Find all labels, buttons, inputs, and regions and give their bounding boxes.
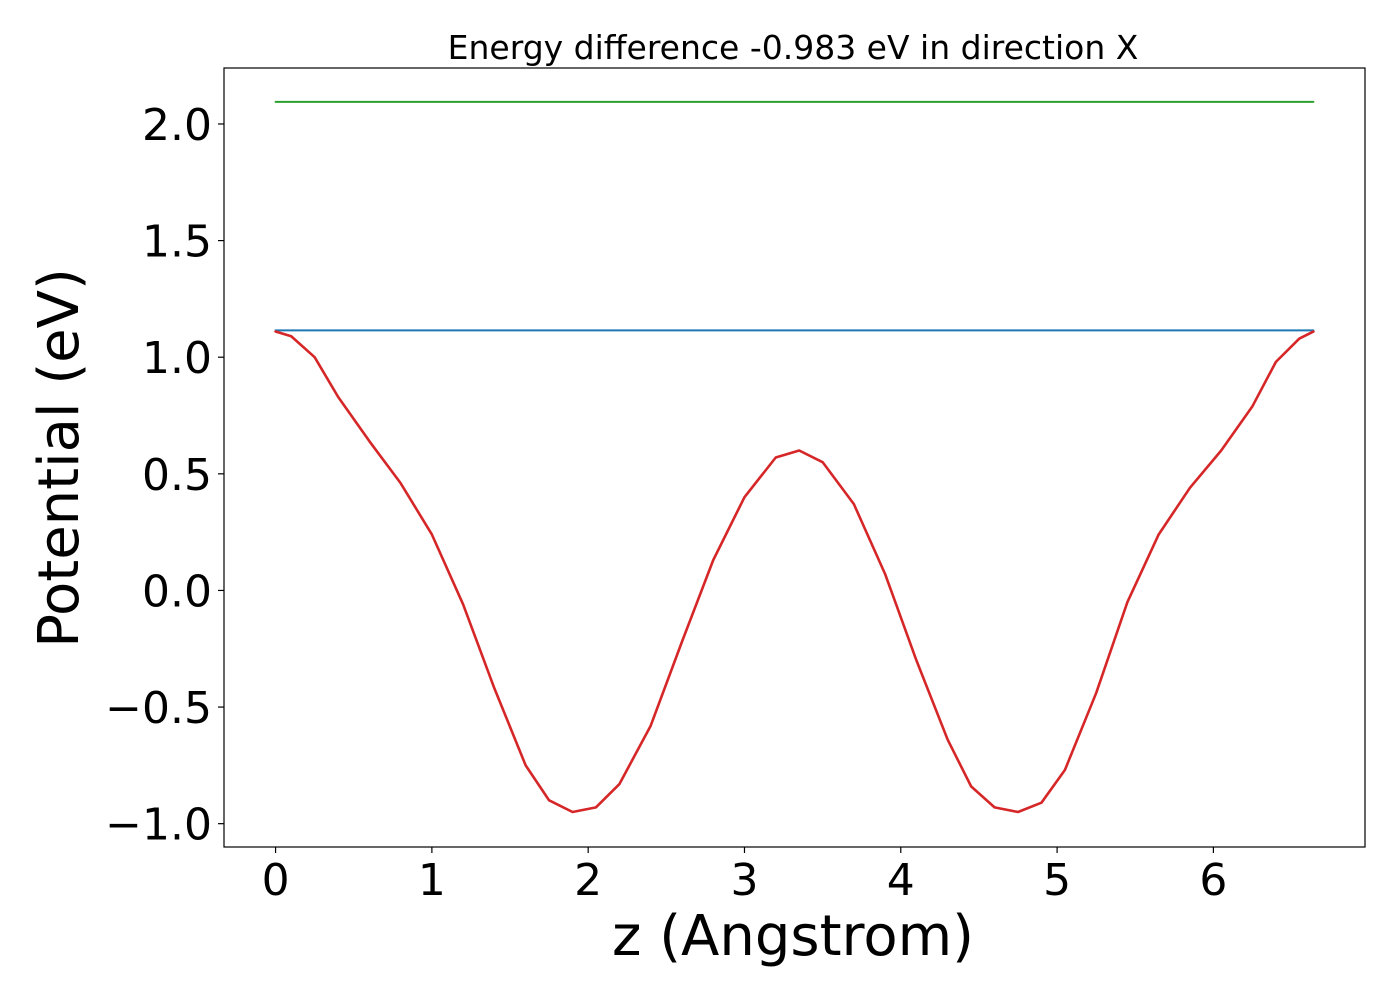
series-layer: [274, 100, 1315, 814]
y-tick-label: 0.5: [142, 450, 212, 501]
series-line-2: [274, 330, 1315, 814]
chart-title: Energy difference -0.983 eV in direction…: [448, 28, 1139, 67]
x-tick-label: 3: [730, 855, 758, 906]
plot-area-background: [224, 68, 1365, 847]
x-tick-label: 4: [887, 855, 915, 906]
y-axis-ticks: −1.0 −0.5 0.0 0.5 1.0 1.5 2.0: [105, 100, 224, 851]
x-tick-label: 1: [418, 855, 446, 906]
x-axis-ticks: 0 1 2 3 4 5 6: [262, 847, 1227, 906]
y-tick-label: 1.0: [142, 333, 212, 384]
y-tick-label: 0.0: [142, 566, 212, 617]
plot-area-frame: [223, 67, 1366, 848]
x-tick-label: 6: [1199, 855, 1227, 906]
x-tick-label: 0: [262, 855, 290, 906]
y-tick-label: 1.5: [142, 217, 212, 268]
x-axis-label: z (Angstrom): [612, 904, 974, 969]
y-tick-label: −1.0: [105, 800, 212, 851]
x-tick-label: 5: [1043, 855, 1071, 906]
y-axis-label: Potential (eV): [27, 268, 92, 648]
y-tick-label: −0.5: [105, 683, 212, 734]
x-tick-label: 2: [574, 855, 602, 906]
y-tick-label: 2.0: [142, 100, 212, 151]
